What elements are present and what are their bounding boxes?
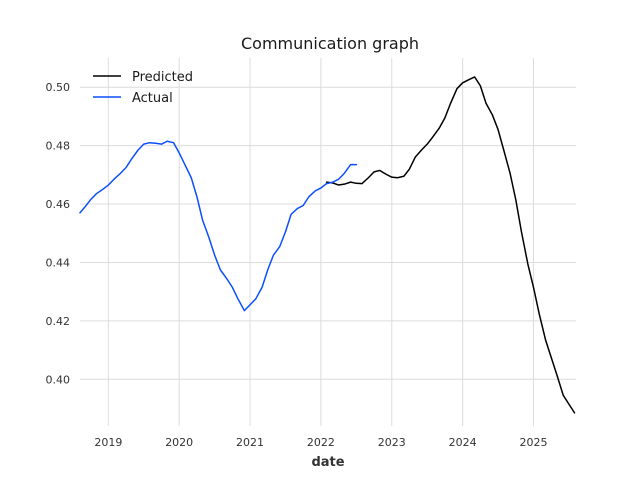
x-tick-label: 2022: [307, 436, 335, 449]
series-lines: [79, 76, 576, 414]
y-tick-label: 0.50: [46, 81, 71, 94]
y-tick-label: 0.48: [46, 140, 71, 153]
x-tick-label: 2019: [94, 436, 122, 449]
legend-label-actual: Actual: [132, 91, 173, 106]
y-tick-label: 0.44: [46, 256, 71, 269]
chart-title: Communication graph: [241, 34, 419, 53]
y-tick-label: 0.46: [46, 198, 71, 211]
gridlines: [80, 58, 576, 426]
x-tick-label: 2020: [165, 436, 193, 449]
y-tick-label: 0.40: [46, 373, 71, 386]
series-line-predicted: [325, 76, 576, 414]
tick-labels: 2019 2020 2021 2022 2023 2024 2025 0.40 0.42 0.44…: [46, 81, 548, 449]
y-tick-label: 0.42: [46, 315, 71, 328]
legend-label-predicted: Predicted: [132, 70, 193, 85]
x-tick-label: 2024: [449, 436, 477, 449]
x-axis-label: date: [311, 455, 344, 470]
x-tick-label: 2025: [519, 436, 547, 449]
series-line-actual: [79, 140, 358, 312]
legend: Predicted Actual: [93, 70, 193, 106]
x-tick-label: 2021: [236, 436, 264, 449]
x-tick-label: 2023: [378, 436, 406, 449]
